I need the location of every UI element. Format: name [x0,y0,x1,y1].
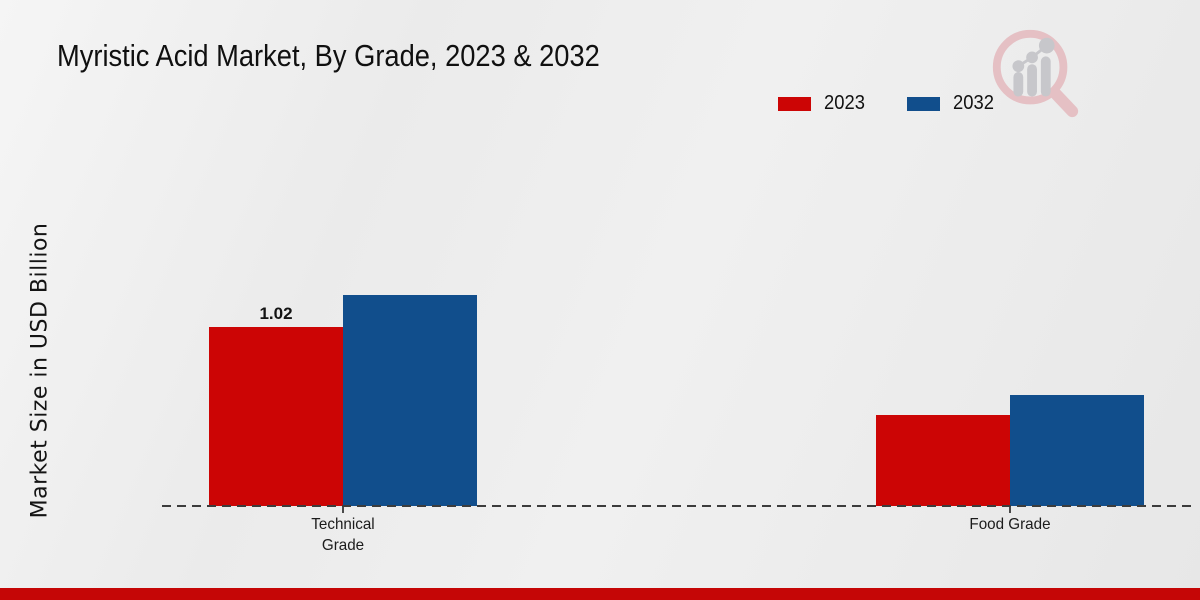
y-axis-label-wrap: Market Size in USD Billion [18,110,62,600]
legend: 2023 2032 [778,92,997,115]
x-tick-food-grade [1009,507,1011,513]
bar-2032-food-grade [1010,395,1144,506]
legend-item-2023: 2023 [778,92,869,115]
bar-2032-technical-grade [343,295,477,506]
bar-2023-food-grade [876,415,1010,506]
legend-label-2032: 2032 [952,92,994,114]
bar-2023-technical-grade [209,327,343,506]
chart-title: Myristic Acid Market, By Grade, 2023 & 2… [57,38,600,73]
legend-swatch-2023 [778,96,811,111]
legend-swatch-2032 [906,96,940,111]
x-tick-label-food-grade: Food Grade [969,516,1051,533]
x-axis-baseline [162,505,1192,507]
legend-item-2032: 2032 [906,92,998,115]
footer-accent-bar [0,588,1200,600]
legend-label-2023: 2023 [824,92,865,114]
y-axis-label: Market Size in USD Billion [27,222,53,518]
x-tick-label-technical-grade: Technical Grade [311,516,375,554]
x-tick-technical-grade [342,507,344,513]
bar-value-label: 1.02 [259,304,293,323]
magnifier-bar-chart-logo-icon [992,29,1079,118]
